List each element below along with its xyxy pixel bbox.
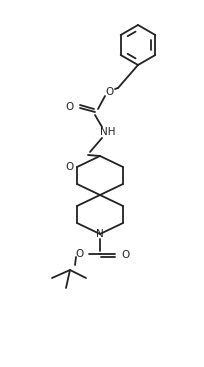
Text: O: O [75, 249, 83, 259]
Text: NH: NH [100, 127, 116, 137]
Text: O: O [66, 162, 74, 172]
Text: O: O [106, 87, 114, 97]
Text: N: N [96, 229, 104, 239]
Text: O: O [121, 250, 129, 260]
Text: O: O [66, 102, 74, 112]
